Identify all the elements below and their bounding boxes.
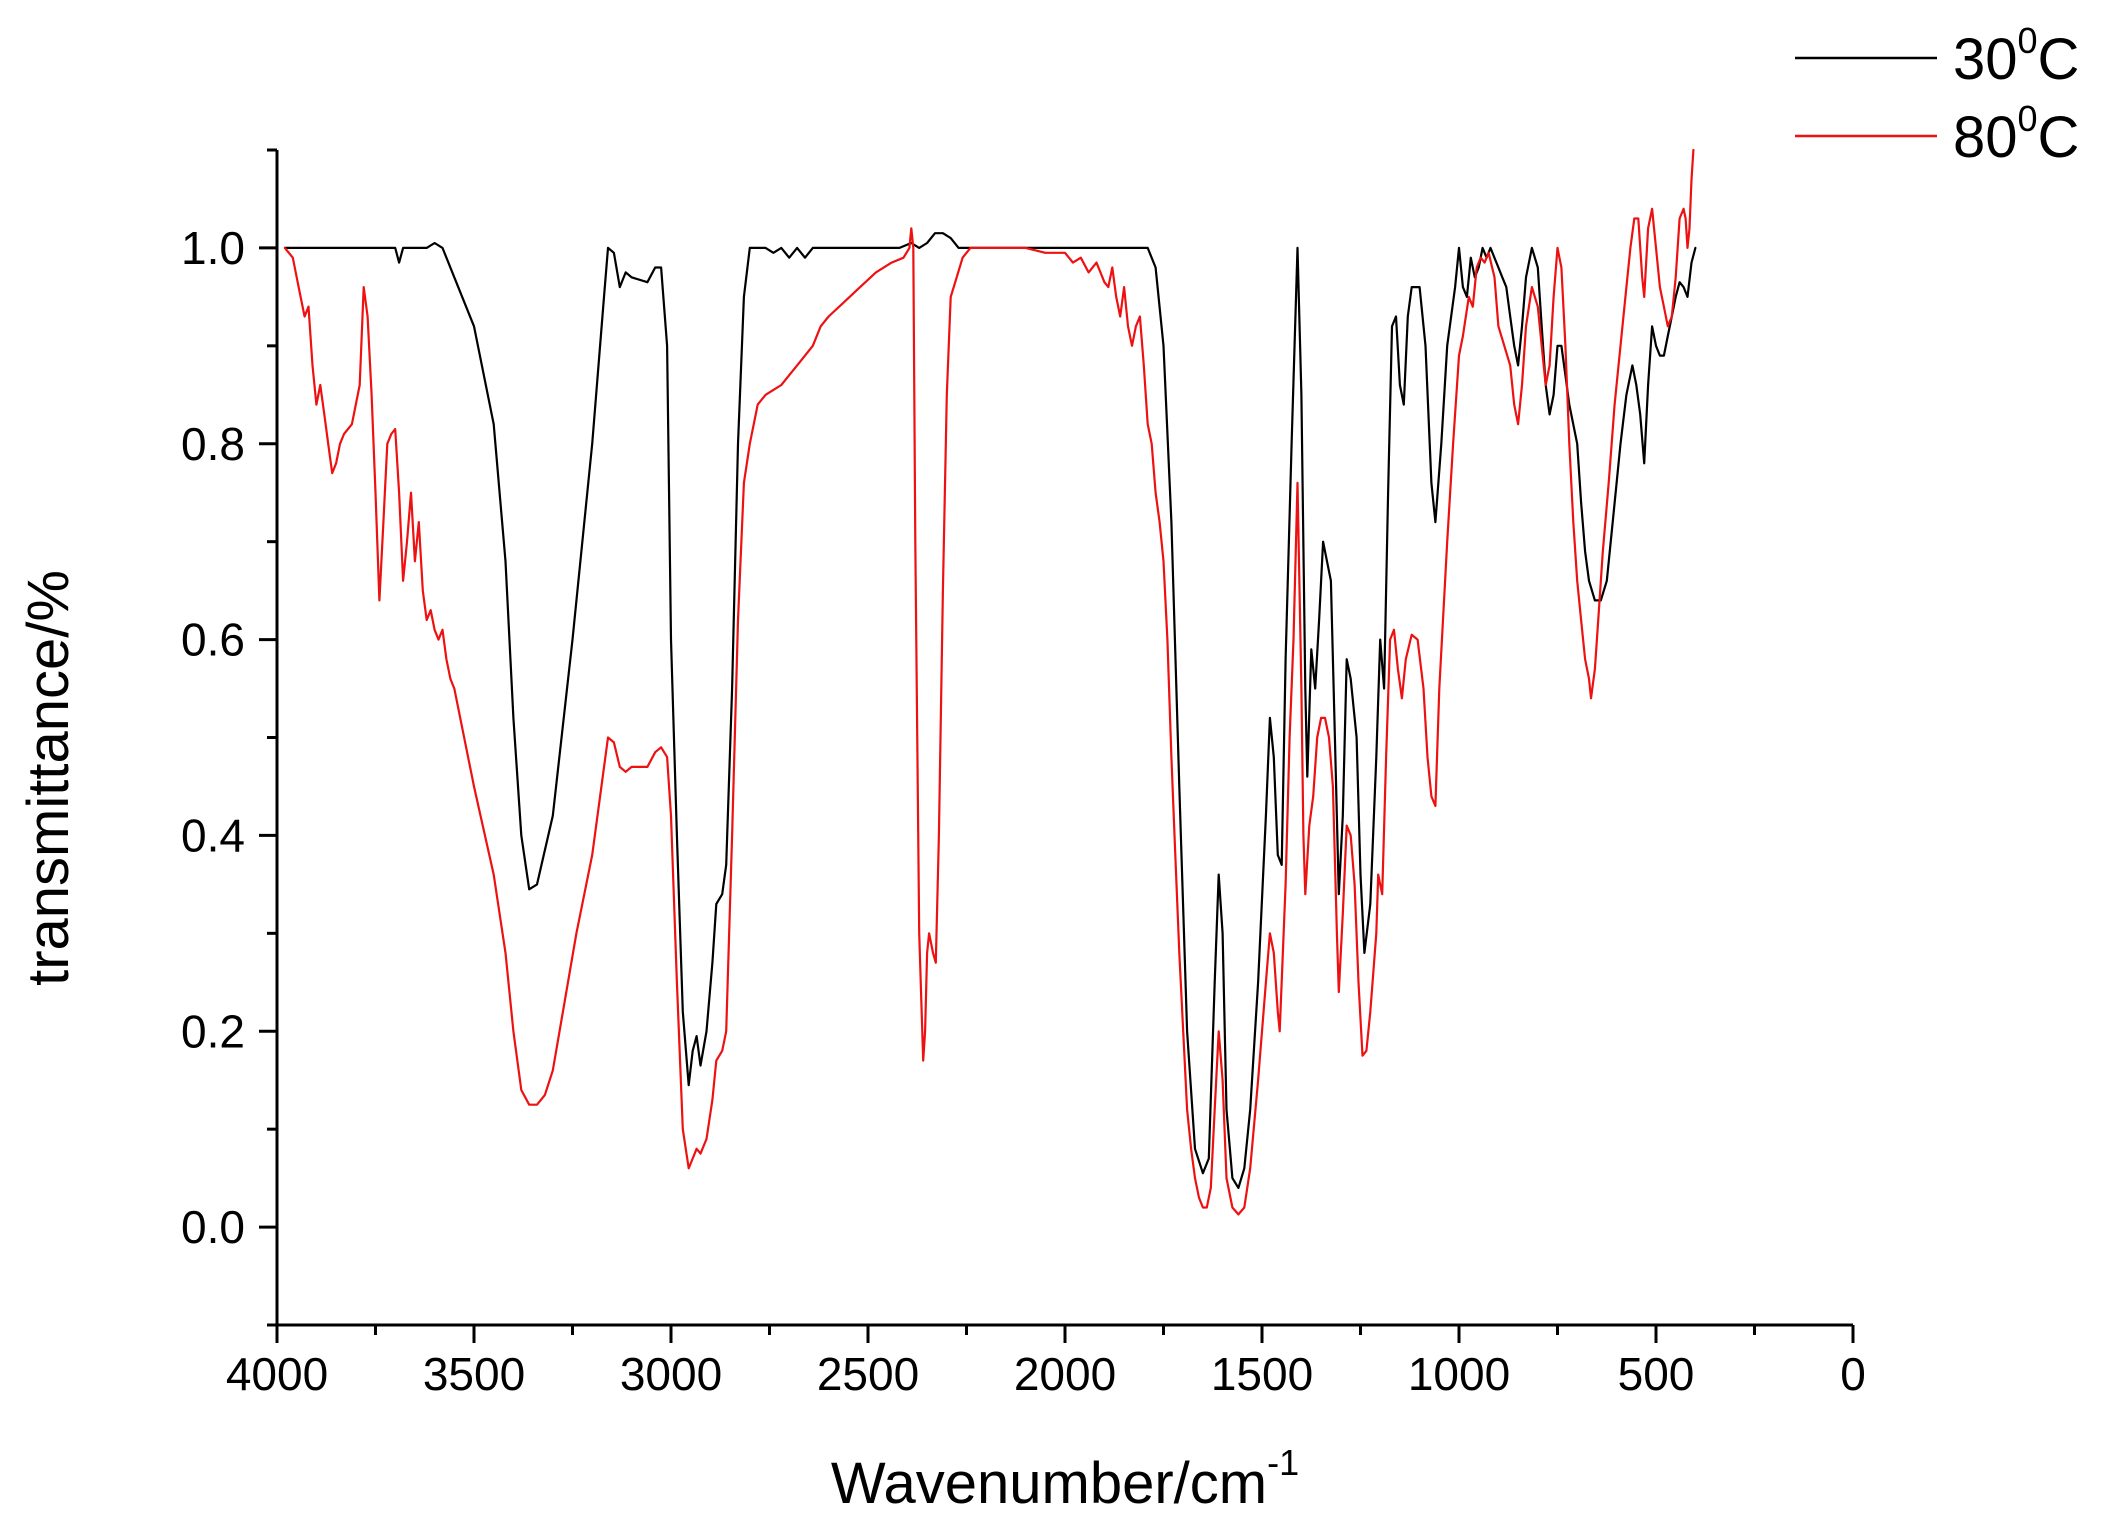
series-group	[283, 148, 1697, 1216]
x-tick-label: 1500	[1211, 1348, 1313, 1400]
x-tick-label: 1000	[1408, 1348, 1510, 1400]
x-axis-ticks: 4000 3500 3000 2500 2000 1500 1000 500 0	[226, 1325, 1866, 1400]
legend-label-superscript: 0	[2018, 98, 2038, 139]
series-line-2	[283, 148, 1695, 1216]
x-tick-label: 2500	[817, 1348, 919, 1400]
x-tick-label: 500	[1618, 1348, 1695, 1400]
legend-label-unit: C	[2038, 105, 2080, 170]
y-tick-label: 0.2	[181, 1005, 245, 1057]
x-axis-title-superscript: -1	[1267, 1442, 1299, 1483]
legend-label-2: 800C	[1953, 98, 2079, 170]
legend-label-superscript: 0	[2018, 20, 2038, 61]
x-tick-label: 4000	[226, 1348, 328, 1400]
legend-label-value: 80	[1953, 105, 2018, 170]
plot-area: 4000 3500 3000 2500 2000 1500 1000 500 0 0.00.20…	[181, 148, 1866, 1400]
y-axis-ticks: 0.0 0.2 0.4 0.6 0.8 1.0	[181, 148, 277, 1327]
x-axis-title-text: Wavenumber/cm	[831, 1451, 1267, 1516]
y-tick-label: 1.0	[181, 222, 245, 274]
x-tick-label: 3500	[423, 1348, 525, 1400]
x-axis-title: Wavenumber/cm-1	[831, 1442, 1299, 1516]
y-tick-label: 0.8	[181, 418, 245, 470]
y-tick-label: 0.0	[181, 1201, 245, 1253]
y-tick-label: 0.6	[181, 614, 245, 666]
x-tick-label: 0	[1840, 1348, 1866, 1400]
y-tick-label: 0.4	[181, 809, 245, 861]
series-line-1	[283, 232, 1697, 1189]
x-tick-label: 2000	[1014, 1348, 1116, 1400]
x-tick-label: 3000	[620, 1348, 722, 1400]
legend-label-value: 30	[1953, 27, 2018, 92]
y-axis-title: transmittance/%	[16, 570, 81, 986]
legend-label-unit: C	[2038, 27, 2080, 92]
legend-label-1: 300C	[1953, 20, 2079, 92]
